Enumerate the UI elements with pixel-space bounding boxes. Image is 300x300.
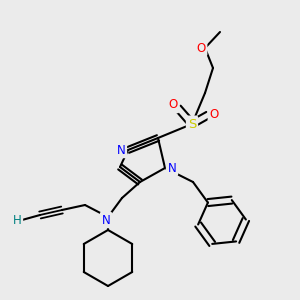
Text: N: N [117, 143, 125, 157]
Text: S: S [188, 118, 196, 130]
Text: N: N [168, 161, 176, 175]
Text: O: O [209, 109, 219, 122]
Text: N: N [102, 214, 110, 226]
Text: O: O [196, 41, 206, 55]
Text: O: O [168, 98, 178, 112]
Text: H: H [13, 214, 21, 226]
